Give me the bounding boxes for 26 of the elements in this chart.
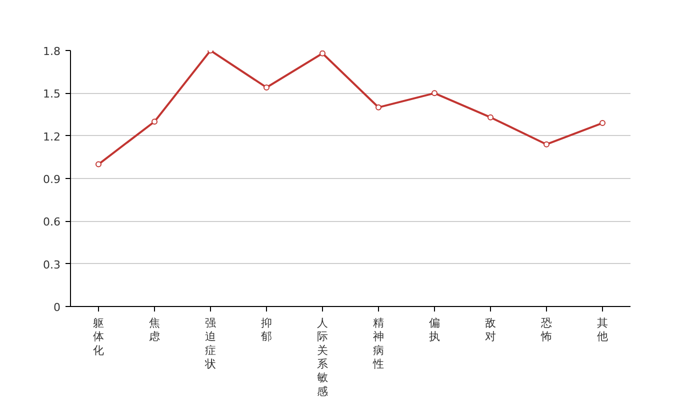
point	[600, 120, 606, 126]
x-tick-label: 精神病性	[372, 316, 384, 370]
point	[376, 104, 382, 110]
x-tick-label: 焦虑	[149, 316, 160, 344]
point	[432, 90, 438, 96]
x-tick-label: 其他	[597, 316, 608, 344]
point	[544, 141, 550, 148]
x-tick-label: 抑郁	[261, 316, 272, 344]
point	[264, 84, 270, 90]
y-tick-label: 1.5	[43, 88, 61, 101]
x-tick-label: 恐怖	[540, 316, 552, 344]
point	[488, 114, 494, 120]
y-tick-label: 1.2	[43, 130, 61, 144]
y-tick-label: 1.8	[43, 45, 61, 58]
x-tick-label: 躯体化	[93, 316, 104, 357]
y-tick-label: 0.3	[43, 258, 61, 272]
x-tick-label: 敌对	[485, 316, 496, 344]
point	[96, 161, 102, 168]
x-tick-label: 强迫症状	[204, 316, 216, 370]
point	[320, 50, 326, 56]
y-tick-label: 0.6	[43, 216, 61, 229]
point	[152, 118, 158, 125]
y-tick-label: 0	[54, 301, 60, 314]
y-tick-label: 0.9	[43, 173, 61, 186]
x-tick-label: 偏执	[429, 316, 440, 344]
x-tick-label: 人际关系敏感	[317, 316, 328, 398]
